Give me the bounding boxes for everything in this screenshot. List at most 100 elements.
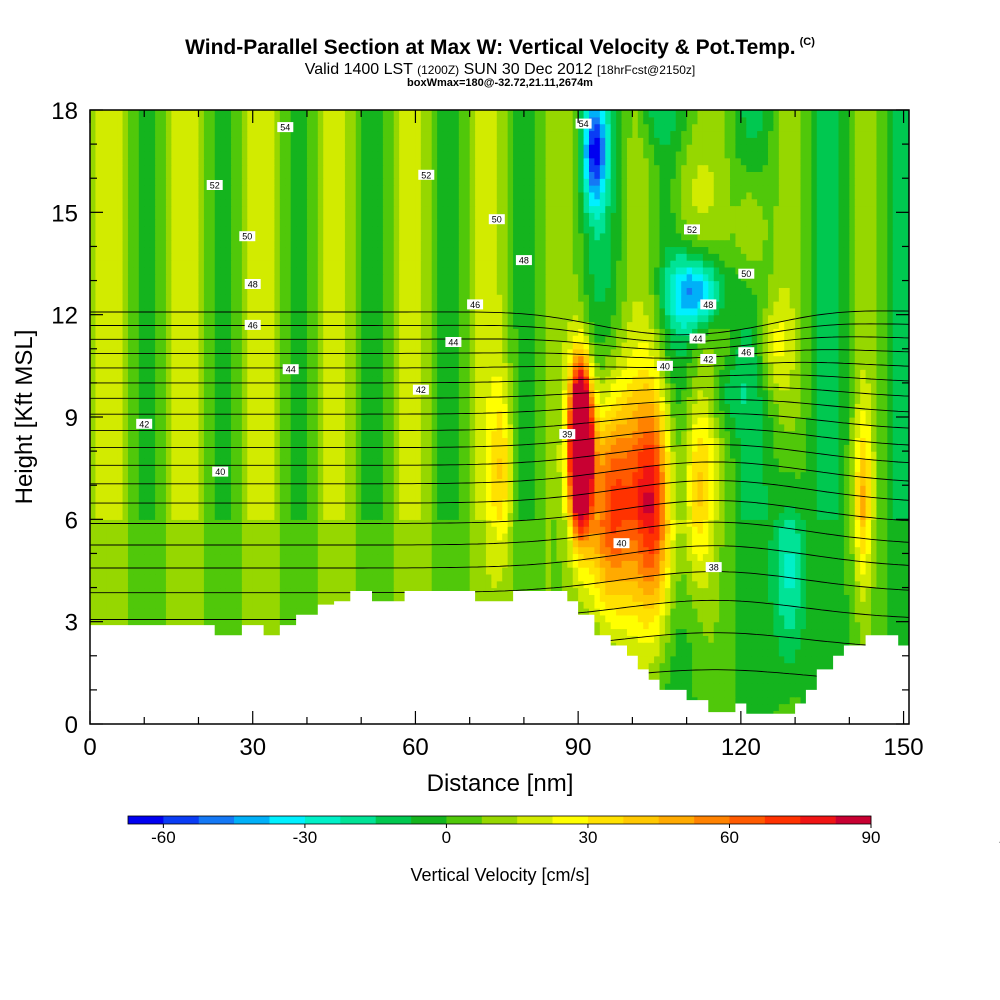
- velocity-cell: [420, 560, 427, 568]
- velocity-cell: [279, 505, 286, 514]
- velocity-cell: [507, 519, 514, 527]
- velocity-cell: [860, 532, 867, 541]
- velocity-cell: [458, 526, 465, 534]
- velocity-cell: [692, 621, 699, 630]
- velocity-cell: [816, 662, 823, 671]
- velocity-cell: [898, 608, 905, 616]
- velocity-cell: [805, 635, 812, 643]
- velocity-cell: [659, 621, 666, 630]
- velocity-cell: [795, 587, 802, 595]
- velocity-cell: [843, 580, 850, 589]
- velocity-cell: [160, 594, 167, 602]
- velocity-cell: [757, 505, 764, 514]
- velocity-cell: [122, 608, 129, 616]
- velocity-cell: [892, 573, 899, 582]
- velocity-cell: [160, 567, 167, 575]
- velocity-cell: [795, 532, 802, 541]
- velocity-cell: [778, 655, 785, 664]
- velocity-cell: [822, 587, 829, 595]
- velocity-cell: [290, 498, 297, 507]
- chart-title: Wind-Parallel Section at Max W: Vertical…: [0, 36, 1000, 60]
- velocity-cell: [719, 683, 726, 691]
- velocity-cell: [556, 526, 563, 534]
- velocity-cell: [740, 642, 747, 650]
- velocity-cell: [773, 676, 780, 684]
- velocity-cell: [805, 519, 812, 527]
- velocity-cell: [90, 567, 97, 575]
- velocity-cell: [654, 601, 661, 609]
- velocity-cell: [247, 553, 254, 561]
- velocity-cell: [767, 546, 774, 555]
- velocity-cell: [529, 573, 536, 582]
- velocity-cell: [822, 608, 829, 616]
- velocity-cell: [892, 546, 899, 555]
- velocity-cell: [643, 498, 650, 507]
- velocity-cell: [127, 553, 134, 561]
- velocity-cell: [111, 512, 118, 520]
- velocity-cell: [724, 662, 731, 671]
- velocity-cell: [648, 567, 655, 575]
- velocity-cell: [513, 512, 520, 520]
- velocity-cell: [881, 608, 888, 616]
- velocity-cell: [827, 587, 834, 595]
- velocity-cell: [111, 532, 118, 541]
- velocity-cell: [117, 614, 124, 623]
- velocity-cell: [686, 587, 693, 595]
- velocity-cell: [621, 553, 628, 561]
- velocity-cell: [171, 573, 178, 582]
- velocity-cell: [838, 505, 845, 514]
- velocity-cell: [838, 553, 845, 561]
- velocity-cell: [551, 546, 558, 555]
- velocity-cell: [496, 519, 503, 527]
- velocity-cell: [306, 594, 313, 602]
- velocity-cell: [214, 512, 221, 520]
- velocity-cell: [903, 560, 909, 568]
- velocity-cell: [491, 567, 498, 575]
- velocity-cell: [762, 696, 769, 705]
- velocity-cell: [751, 519, 758, 527]
- velocity-cell: [659, 512, 666, 520]
- velocity-cell: [274, 526, 281, 534]
- velocity-cell: [100, 608, 107, 616]
- velocity-cell: [426, 553, 433, 561]
- velocity-cell: [702, 539, 709, 548]
- velocity-cell: [816, 642, 823, 650]
- velocity-cell: [740, 635, 747, 643]
- velocity-cell: [681, 648, 688, 657]
- velocity-cell: [382, 587, 389, 595]
- velocity-cell: [182, 580, 189, 589]
- velocity-cell: [881, 546, 888, 555]
- velocity-cell: [751, 662, 758, 671]
- velocity-cell: [231, 526, 238, 534]
- velocity-cell: [778, 683, 785, 691]
- velocity-cell: [730, 512, 737, 520]
- velocity-cell: [258, 608, 265, 616]
- velocity-cell: [415, 553, 422, 561]
- velocity-cell: [724, 512, 731, 520]
- velocity-cell: [594, 560, 601, 568]
- velocity-cell: [355, 505, 362, 514]
- velocity-cell: [187, 567, 194, 575]
- velocity-cell: [496, 553, 503, 561]
- velocity-cell: [567, 567, 574, 575]
- velocity-cell: [138, 526, 145, 534]
- velocity-cell: [637, 587, 644, 595]
- velocity-cell: [616, 608, 623, 616]
- velocity-cell: [431, 505, 438, 514]
- velocity-cell: [404, 526, 411, 534]
- velocity-cell: [247, 505, 254, 514]
- velocity-cell: [296, 505, 303, 514]
- velocity-cell: [426, 539, 433, 548]
- velocity-cell: [702, 683, 709, 691]
- velocity-cell: [599, 614, 606, 623]
- velocity-cell: [643, 655, 650, 664]
- velocity-cell: [735, 662, 742, 671]
- velocity-cell: [301, 526, 308, 534]
- velocity-cell: [838, 573, 845, 582]
- velocity-cell: [849, 505, 856, 514]
- velocity-cell: [117, 546, 124, 555]
- velocity-cell: [594, 594, 601, 602]
- velocity-cell: [740, 546, 747, 555]
- velocity-cell: [892, 553, 899, 561]
- velocity-cell: [502, 498, 509, 507]
